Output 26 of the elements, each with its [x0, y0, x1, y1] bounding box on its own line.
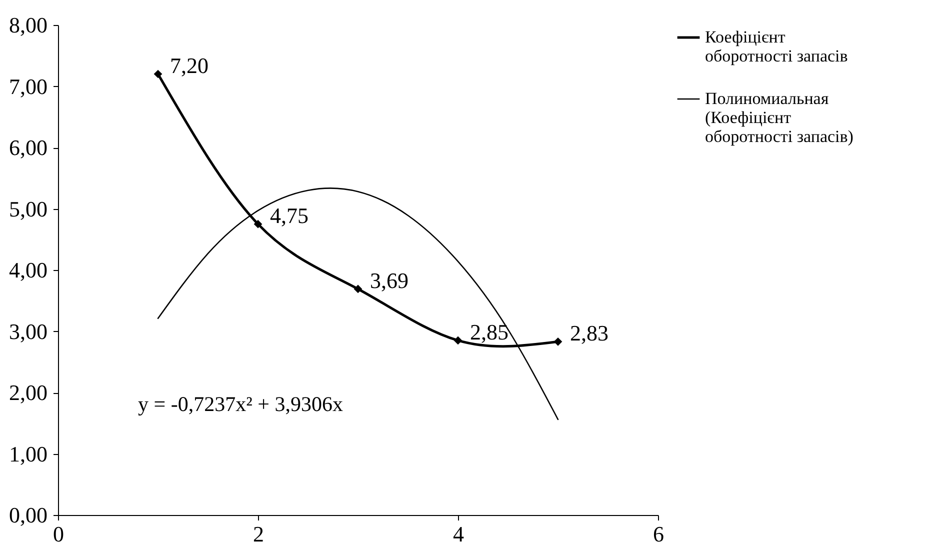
annotation: y = -0,7237x² + 3,9306x	[138, 392, 344, 416]
y-tick-label: 7,00	[9, 74, 48, 99]
y-tick-label: 1,00	[9, 441, 48, 466]
data-label: 3,69	[370, 268, 408, 293]
y-tick-label: 8,00	[9, 12, 48, 38]
x-tick-label: 2	[253, 522, 264, 546]
point	[454, 336, 462, 345]
point	[154, 70, 162, 78]
data-label: 2,85	[470, 319, 508, 344]
data-label: 2,83	[570, 320, 608, 346]
y-tick-label: 0,00	[9, 502, 48, 528]
y-tick-label: 5,00	[9, 196, 48, 222]
x-tick-label: 4	[453, 522, 464, 546]
y-tick-label: 6,00	[9, 135, 48, 160]
legend-label: Коефіцієнт оборотності запасів	[705, 28, 848, 66]
y-tick-label: 3,00	[9, 318, 48, 344]
y-tick-label: 4,00	[9, 258, 48, 282]
data-label: 4,75	[270, 203, 308, 228]
point	[354, 284, 362, 294]
point	[254, 220, 262, 228]
legend-label: Полиномиальная (Коефіцієнт оборотності запасів)	[705, 89, 854, 146]
data-label: 7,20	[170, 53, 208, 78]
point	[554, 337, 562, 346]
y-tick-label: 2,00	[9, 380, 48, 405]
x-tick-label: 0	[53, 522, 64, 546]
x-tick-label: 6	[653, 522, 664, 546]
